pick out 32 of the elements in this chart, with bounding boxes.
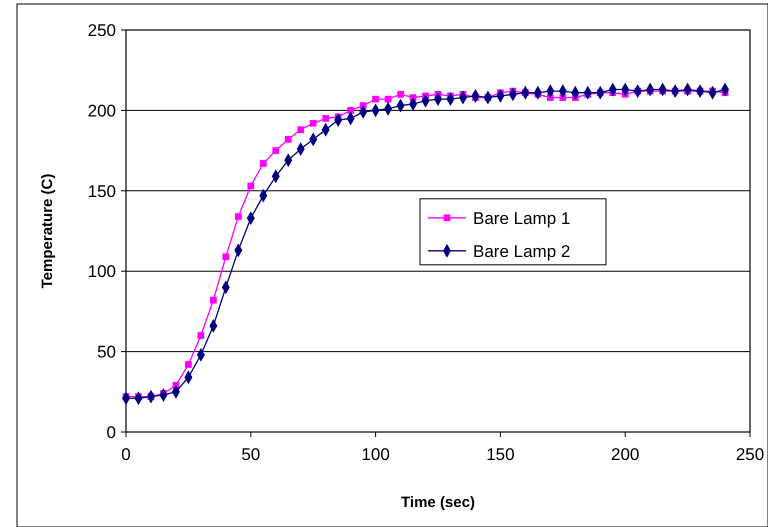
point (247, 182, 254, 190)
point (185, 361, 192, 368)
x-tick-label: 0 (121, 445, 131, 464)
point (272, 147, 280, 154)
y-tick-label: 50 (97, 342, 116, 362)
point (384, 96, 392, 102)
y-tick-label: 200 (88, 101, 116, 120)
x-axis-title: Time (sec) (401, 494, 475, 511)
point (322, 115, 330, 122)
point (198, 332, 204, 339)
x-tick-label: 50 (241, 445, 260, 464)
x-tick-label: 100 (361, 445, 390, 464)
legend-label: Bare Lamp 1 (473, 208, 570, 228)
point (347, 107, 354, 114)
x-tick-label: 200 (611, 445, 640, 464)
point (210, 296, 217, 304)
point (234, 213, 242, 220)
point (260, 160, 267, 167)
x-tick-label: 250 (736, 445, 764, 464)
point (372, 96, 379, 102)
point (297, 126, 304, 134)
point (397, 90, 404, 98)
x-tick-label: 150 (486, 445, 515, 464)
y-tick-label: 250 (88, 20, 116, 40)
y-axis-title: Temperature (C) (39, 174, 56, 288)
legend-label: Bare Lamp 2 (473, 242, 570, 261)
point (284, 136, 292, 143)
point (310, 120, 317, 127)
y-tick-label: 0 (106, 422, 116, 442)
point (222, 253, 230, 260)
y-tick-label: 100 (88, 262, 116, 282)
y-tick-label: 150 (88, 182, 116, 201)
